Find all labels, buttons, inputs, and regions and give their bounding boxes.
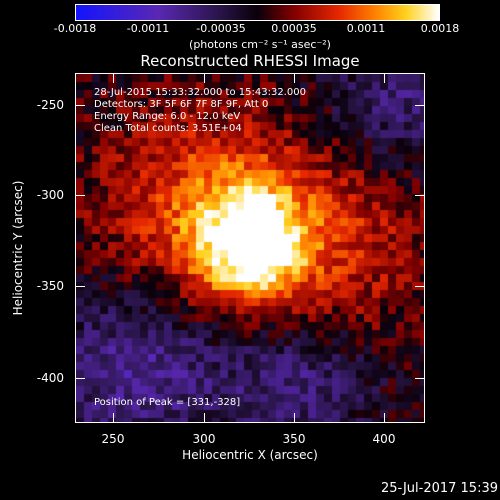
axis-tick-mark xyxy=(415,378,425,379)
x-axis-label: Heliocentric X (arcsec) xyxy=(182,448,318,462)
axis-tick-mark xyxy=(415,286,425,287)
colorbar xyxy=(75,4,440,21)
plot-timestamp: 25-Jul-2017 15:39 xyxy=(380,481,498,496)
colorbar-gradient xyxy=(76,5,439,20)
colorbar-tick: 0.0011 xyxy=(346,22,386,35)
colorbar-unit: (photons cm⁻² s⁻¹ asec⁻²) xyxy=(189,38,331,51)
peak-position: Position of Peak = [331,-328] xyxy=(94,397,241,408)
colorbar-tick: -0.0011 xyxy=(126,22,170,35)
colorbar-tick: 0.00035 xyxy=(271,22,317,35)
axis-tick-mark xyxy=(75,378,85,379)
rhessi-image: 28-Jul-2015 15:33:32.000 to 15:43:32.000… xyxy=(75,73,425,423)
axis-tick-mark xyxy=(415,195,425,196)
colorbar-tick: 0.0018 xyxy=(420,22,460,35)
y-tick-label: -250 xyxy=(36,98,64,112)
image-heatmap xyxy=(76,74,424,422)
axis-tick-mark xyxy=(204,73,205,83)
axis-tick-mark xyxy=(75,195,85,196)
info-energy-range: Energy Range: 6.0 - 12.0 keV xyxy=(94,111,241,122)
axis-tick-mark xyxy=(113,73,114,83)
info-detectors: Detectors: 3F 5F 6F 7F 8F 9F, Att 0 xyxy=(94,99,269,110)
axis-tick-mark xyxy=(75,286,85,287)
colorbar-tick: -0.0018 xyxy=(53,22,97,35)
y-tick-label: -400 xyxy=(36,371,64,385)
x-tick-label: 400 xyxy=(372,432,396,446)
axis-tick-mark xyxy=(113,413,114,423)
axis-tick-mark xyxy=(415,105,425,106)
axis-tick-mark xyxy=(384,73,385,83)
x-tick-label: 350 xyxy=(282,432,306,446)
axis-tick-mark xyxy=(384,413,385,423)
axis-tick-mark xyxy=(204,413,205,423)
info-total-counts: Clean Total counts: 3.51E+04 xyxy=(94,123,242,134)
axis-tick-mark xyxy=(294,73,295,83)
image-title: Reconstructed RHESSI Image xyxy=(140,52,360,70)
y-tick-label: -350 xyxy=(36,279,64,293)
x-tick-label: 300 xyxy=(192,432,216,446)
x-tick-label: 250 xyxy=(101,432,125,446)
colorbar-tick: -0.00035 xyxy=(196,22,246,35)
info-time-range: 28-Jul-2015 15:33:32.000 to 15:43:32.000 xyxy=(94,87,306,98)
axis-tick-mark xyxy=(294,413,295,423)
y-axis-label: Heliocentric Y (arcsec) xyxy=(11,180,25,316)
y-tick-label: -300 xyxy=(36,188,64,202)
axis-tick-mark xyxy=(75,105,85,106)
